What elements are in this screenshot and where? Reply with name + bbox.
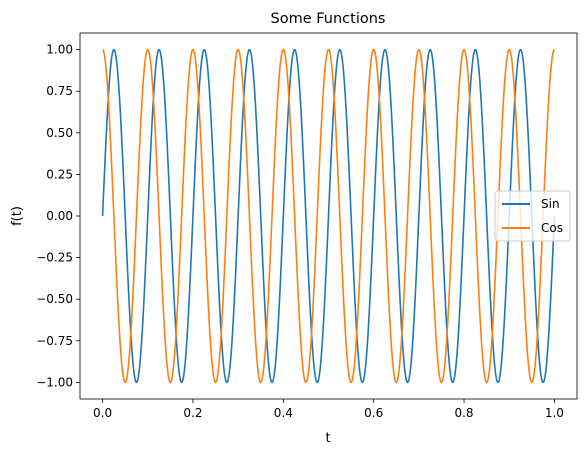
x-tick-label: 0.2: [183, 406, 202, 420]
x-tick-label: 0.6: [364, 406, 383, 420]
chart-title: Some Functions: [271, 11, 386, 27]
series-layer: [101, 48, 556, 384]
series-line-cos: [102, 48, 555, 384]
y-axis-ticks: −1.00 −0.75 −0.50 −0.25 0.00 0.25 0.50 0.75 1.00: [36, 43, 80, 389]
x-tick-label: 0.4: [274, 406, 293, 420]
x-axis-label: t: [325, 431, 330, 446]
legend-label-sin: Sin: [541, 197, 560, 211]
x-axis-ticks: 0.0 0.2 0.4 0.6 0.8 1.0: [93, 399, 564, 420]
y-axis-label: f(t): [10, 206, 25, 226]
plot-area: [101, 48, 556, 384]
y-tick-label: 0.75: [46, 84, 73, 98]
y-tick-label: −0.75: [36, 334, 73, 348]
y-tick-label: −0.25: [36, 251, 73, 265]
y-tick-label: 0.25: [46, 167, 73, 181]
legend-label-cos: Cos: [541, 221, 563, 235]
y-tick-label: 0.50: [46, 126, 73, 140]
series-line-sin: [101, 48, 556, 384]
y-tick-label: −1.00: [36, 375, 73, 389]
y-tick-label: 1.00: [46, 43, 73, 57]
legend: Sin Cos: [494, 190, 571, 242]
x-tick-label: 0.0: [93, 406, 112, 420]
x-tick-label: 1.0: [545, 406, 564, 420]
x-tick-label: 0.8: [454, 406, 473, 420]
y-tick-label: 0.00: [46, 209, 73, 223]
y-tick-label: −0.50: [36, 292, 73, 306]
